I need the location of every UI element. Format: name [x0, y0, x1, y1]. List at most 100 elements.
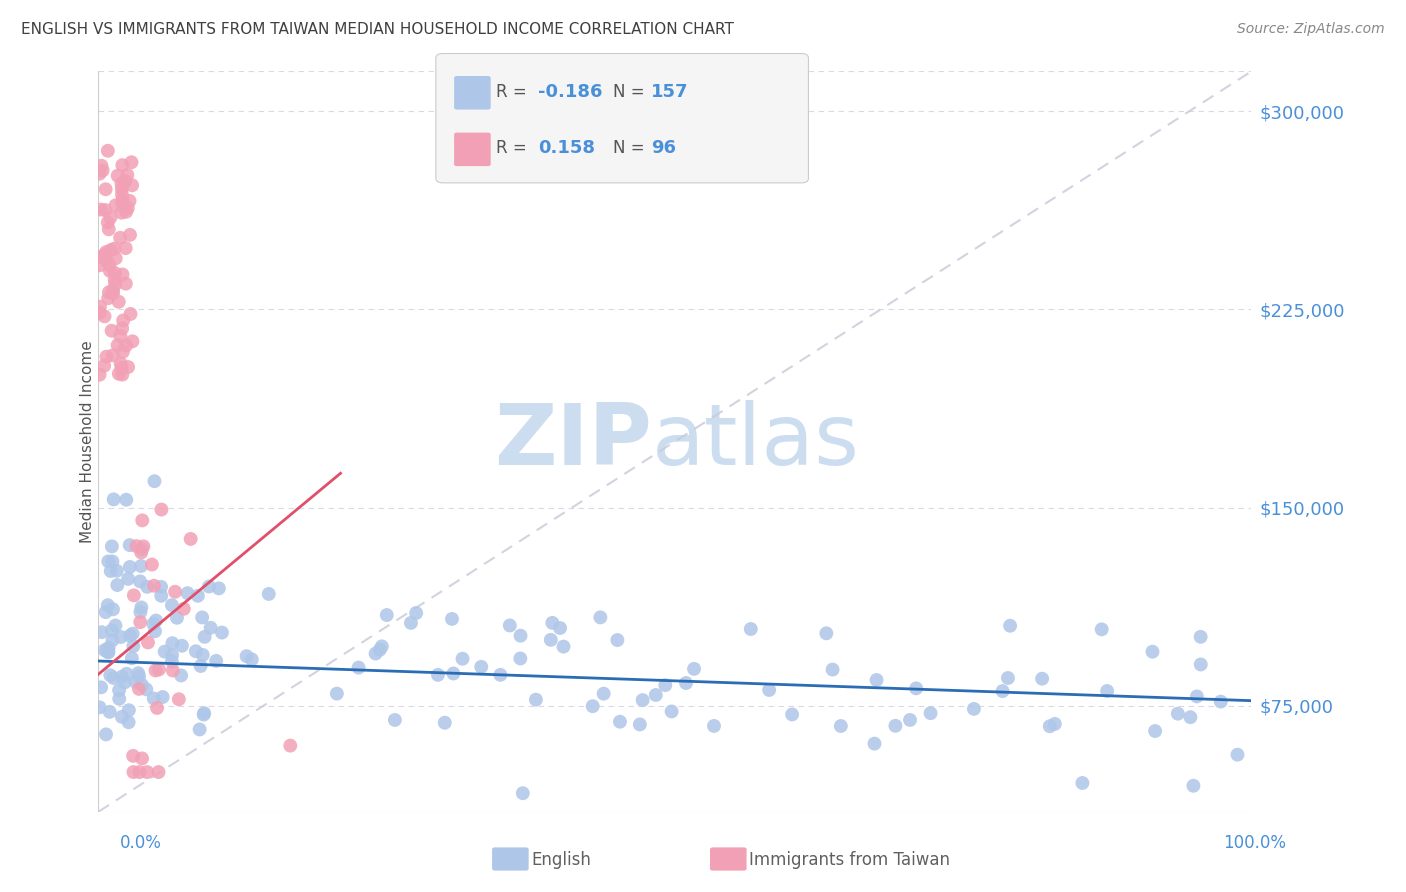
Point: [100, 564, 122, 578]
Point: [193, 706, 215, 721]
Point: [440, 612, 463, 626]
Point: [167, 692, 190, 706]
Point: [553, 640, 575, 654]
Text: ZIP: ZIP: [494, 400, 652, 483]
Point: [114, 675, 136, 690]
Point: [512, 786, 534, 800]
Point: [90, 159, 112, 173]
Point: [433, 715, 456, 730]
Point: [91, 163, 114, 178]
Point: [110, 360, 132, 375]
Point: [101, 602, 124, 616]
Point: [110, 329, 132, 343]
Point: [628, 717, 651, 731]
Point: [865, 673, 887, 687]
Text: 157: 157: [651, 83, 689, 101]
Point: [235, 649, 257, 664]
Point: [111, 670, 134, 684]
Point: [122, 588, 145, 602]
Point: [103, 242, 125, 256]
Point: [115, 492, 138, 507]
Point: [240, 652, 263, 666]
Point: [101, 348, 124, 362]
Point: [104, 277, 127, 292]
Point: [368, 642, 391, 657]
Point: [1226, 747, 1249, 762]
Point: [780, 707, 803, 722]
Point: [830, 719, 852, 733]
Point: [118, 629, 141, 643]
Point: [104, 252, 127, 266]
Point: [107, 338, 129, 352]
Point: [89, 368, 111, 382]
Point: [111, 268, 134, 282]
Text: 96: 96: [651, 139, 676, 157]
Point: [1095, 684, 1118, 698]
Point: [101, 624, 124, 638]
Point: [129, 615, 152, 629]
Point: [108, 231, 131, 245]
Point: [426, 668, 449, 682]
Point: [997, 671, 1019, 685]
Point: [160, 655, 183, 669]
Point: [89, 700, 111, 714]
Point: [661, 705, 683, 719]
Point: [920, 706, 942, 721]
Text: English: English: [531, 851, 592, 869]
Text: ENGLISH VS IMMIGRANTS FROM TAIWAN MEDIAN HOUSEHOLD INCOME CORRELATION CHART: ENGLISH VS IMMIGRANTS FROM TAIWAN MEDIAN…: [21, 22, 734, 37]
Point: [1091, 623, 1114, 637]
Point: [100, 243, 122, 257]
Point: [111, 158, 134, 172]
Point: [194, 630, 217, 644]
Point: [104, 618, 127, 632]
Point: [120, 307, 142, 321]
Point: [104, 273, 127, 287]
Point: [101, 540, 124, 554]
Point: [89, 258, 111, 272]
Point: [165, 584, 187, 599]
Point: [97, 645, 120, 659]
Point: [675, 676, 697, 690]
Point: [110, 205, 132, 219]
Point: [98, 705, 121, 719]
Point: [166, 611, 188, 625]
Text: 100.0%: 100.0%: [1223, 834, 1286, 852]
Point: [145, 664, 167, 678]
Point: [146, 701, 169, 715]
Text: atlas: atlas: [652, 400, 860, 483]
Point: [821, 663, 844, 677]
Point: [905, 681, 928, 696]
Point: [96, 350, 118, 364]
Point: [93, 643, 115, 657]
Point: [122, 748, 145, 763]
Point: [160, 598, 183, 612]
Point: [104, 266, 127, 280]
Point: [441, 666, 464, 681]
Point: [118, 538, 141, 552]
Point: [150, 502, 173, 516]
Point: [863, 737, 886, 751]
Point: [96, 253, 118, 268]
Y-axis label: Median Household Income: Median Household Income: [80, 340, 94, 543]
Point: [1142, 645, 1164, 659]
Point: [90, 681, 112, 695]
Point: [200, 621, 222, 635]
Point: [117, 715, 139, 730]
Point: [117, 359, 139, 374]
Point: [107, 169, 129, 183]
Point: [364, 647, 387, 661]
Point: [135, 682, 157, 697]
Text: -0.186: -0.186: [538, 83, 603, 101]
Text: 0.0%: 0.0%: [120, 834, 162, 852]
Point: [115, 204, 138, 219]
Text: N =: N =: [613, 83, 650, 101]
Point: [117, 168, 139, 182]
Point: [96, 643, 118, 657]
Point: [104, 198, 127, 212]
Point: [128, 669, 150, 683]
Point: [129, 559, 152, 574]
Point: [127, 666, 149, 681]
Point: [98, 264, 121, 278]
Point: [142, 616, 165, 631]
Point: [101, 633, 124, 648]
